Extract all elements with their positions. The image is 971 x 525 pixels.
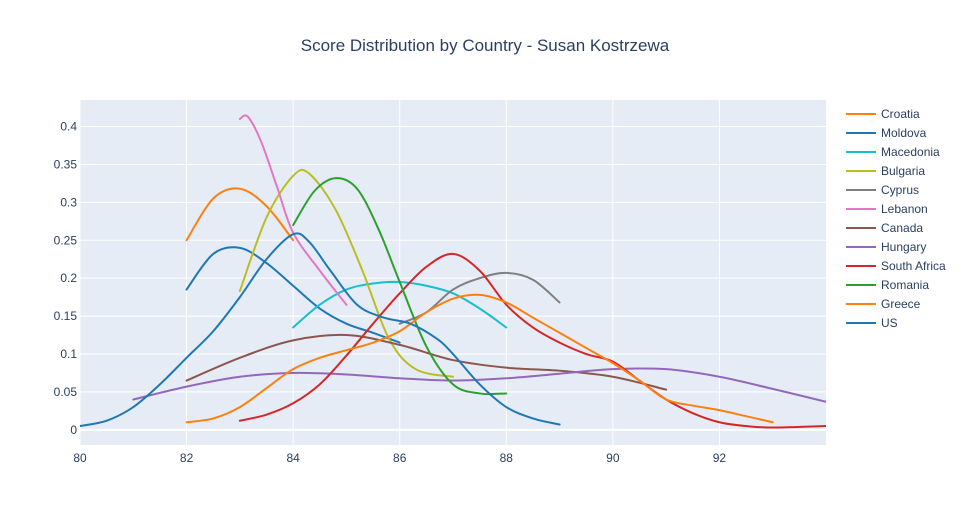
legend-item-macedonia[interactable]: Macedonia	[846, 145, 940, 159]
legend-label: South Africa	[881, 259, 946, 273]
series-line-bulgaria[interactable]	[238, 168, 454, 378]
legend-item-greece[interactable]: Greece	[846, 297, 921, 311]
plot-area	[80, 100, 826, 445]
y-tick-label: 0.3	[60, 195, 77, 209]
legend-item-moldova[interactable]: Moldova	[846, 126, 927, 140]
legend-label: Greece	[881, 297, 921, 311]
y-tick-label: 0.25	[54, 233, 78, 247]
series-line-us[interactable]	[80, 232, 561, 428]
legend-item-croatia[interactable]: Croatia	[846, 107, 920, 121]
series-line-south-africa[interactable]	[238, 252, 826, 429]
series-line-croatia[interactable]	[185, 187, 295, 242]
legend-label: Hungary	[881, 240, 926, 254]
chart-title: Score Distribution by Country - Susan Ko…	[301, 36, 670, 55]
x-tick-label: 86	[393, 451, 407, 465]
y-tick-label: 0.4	[60, 120, 77, 134]
legend[interactable]: Croatia Moldova Macedonia Bulgaria Cyprus Leb…	[846, 107, 946, 330]
x-tick-label: 82	[180, 451, 194, 465]
legend-label: Croatia	[881, 107, 920, 121]
legend-label: Macedonia	[881, 145, 940, 159]
legend-item-south-africa[interactable]: South Africa	[846, 259, 946, 273]
legend-label: Lebanon	[881, 202, 928, 216]
legend-label: Romania	[881, 278, 929, 292]
x-tick-label: 90	[606, 451, 620, 465]
legend-item-bulgaria[interactable]: Bulgaria	[846, 164, 925, 178]
legend-item-romania[interactable]: Romania	[846, 278, 929, 292]
series-line-lebanon[interactable]	[238, 114, 348, 306]
series-line-romania[interactable]	[292, 177, 508, 396]
legend-label: US	[881, 316, 898, 330]
y-tick-label: 0	[70, 423, 77, 437]
legend-label: Cyprus	[881, 183, 919, 197]
legend-item-hungary[interactable]: Hungary	[846, 240, 926, 254]
series-line-hungary[interactable]	[132, 367, 826, 403]
y-tick-label: 0.2	[60, 271, 77, 285]
y-tick-label: 0.15	[54, 309, 78, 323]
x-tick-label: 84	[286, 451, 300, 465]
legend-item-canada[interactable]: Canada	[846, 221, 923, 235]
series-lines	[80, 114, 826, 429]
y-tick-label: 0.05	[54, 385, 78, 399]
x-tick-label: 88	[500, 451, 514, 465]
legend-item-cyprus[interactable]: Cyprus	[846, 183, 919, 197]
legend-item-lebanon[interactable]: Lebanon	[846, 202, 928, 216]
tick-labels: 80 82 84 86 88 90 92 0 0.05 0.1 0.15 0.2 0.25 0.3 0.35…	[54, 120, 727, 465]
legend-label: Canada	[881, 221, 923, 235]
y-tick-label: 0.1	[60, 347, 77, 361]
x-tick-label: 92	[713, 451, 727, 465]
y-tick-label: 0.35	[54, 157, 78, 171]
series-line-moldova[interactable]	[185, 246, 401, 344]
legend-label: Bulgaria	[881, 164, 925, 178]
legend-label: Moldova	[881, 126, 927, 140]
series-line-canada[interactable]	[185, 333, 668, 391]
legend-item-us[interactable]: US	[846, 316, 898, 330]
x-tick-label: 80	[73, 451, 87, 465]
series-line-greece[interactable]	[185, 293, 774, 424]
